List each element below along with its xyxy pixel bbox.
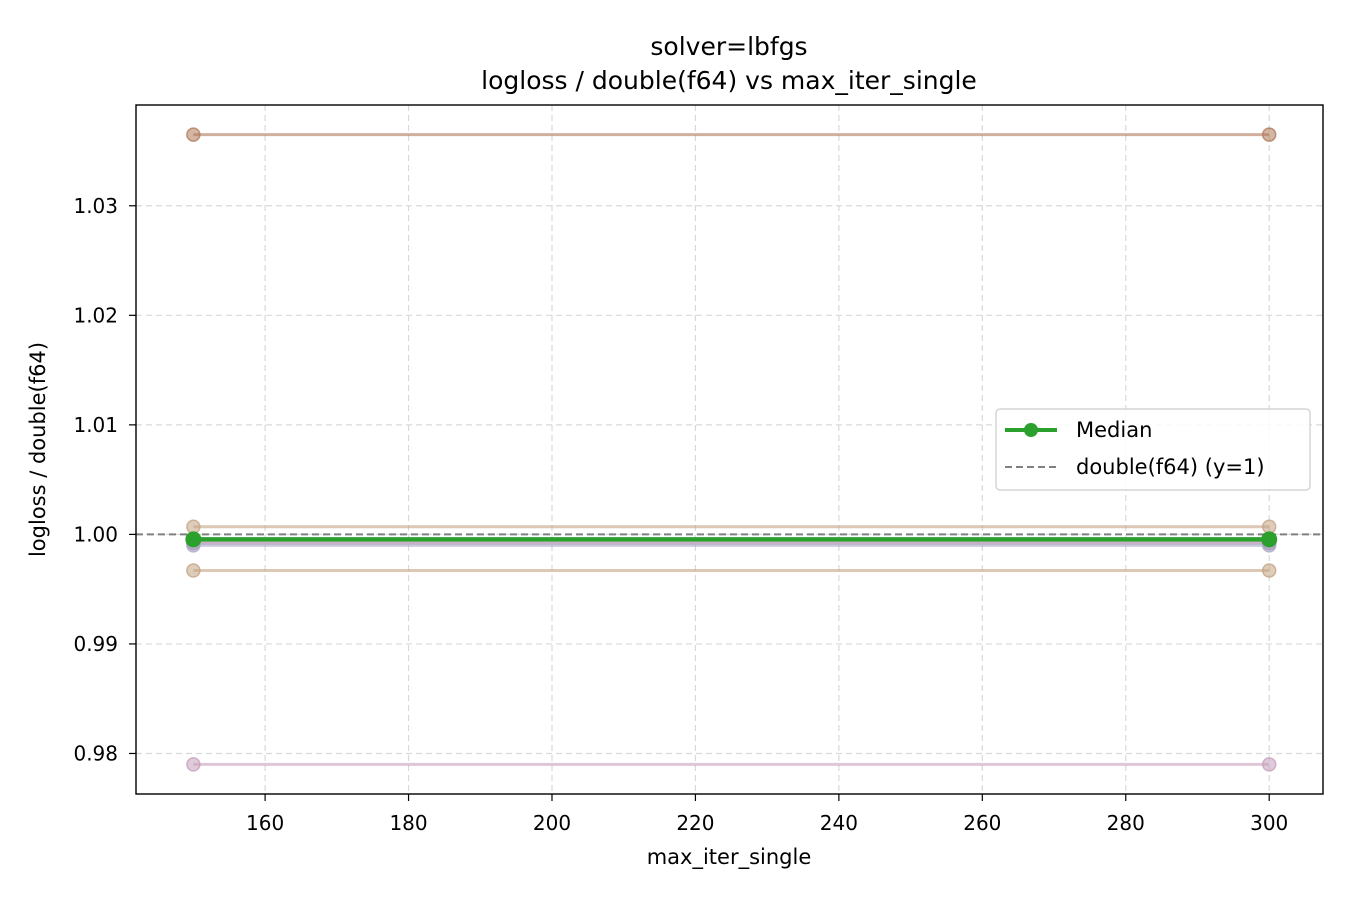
- y-axis-label: logloss / double(f64): [26, 342, 50, 557]
- chart-title: solver=lbfgs: [650, 32, 807, 61]
- x-tick-label: 240: [820, 811, 858, 835]
- y-tick-label: 1.01: [73, 413, 118, 437]
- legend-median-marker: [1024, 423, 1038, 437]
- y-tick-label: 0.98: [73, 741, 118, 765]
- y-tick-label: 1.00: [73, 522, 118, 546]
- x-tick-label: 160: [246, 811, 284, 835]
- median-point: [1261, 531, 1278, 548]
- series-layer: [136, 127, 1323, 772]
- legend: Median double(f64) (y=1): [995, 408, 1311, 491]
- plot-frame: [135, 104, 1324, 795]
- series-point: [1261, 563, 1277, 578]
- x-tick-label: 180: [389, 811, 427, 835]
- x-axis-label: max_iter_single: [647, 845, 812, 870]
- series-point: [186, 563, 201, 578]
- series-point: [186, 127, 201, 142]
- series-point: [186, 757, 201, 772]
- x-tick-label: 260: [963, 811, 1001, 835]
- x-tick-label: 280: [1107, 811, 1145, 835]
- y-tick-label: 1.03: [73, 194, 118, 218]
- series-point: [1261, 519, 1277, 534]
- series-point: [1261, 127, 1277, 142]
- series-point: [1261, 757, 1277, 772]
- legend-median-label: Median: [1076, 418, 1152, 442]
- series-point: [186, 519, 201, 534]
- grid: [136, 105, 1323, 794]
- ticks: 160 180 200 220 240 260 280 300 0.98 0.99 1.00 1.01…: [73, 194, 1288, 835]
- legend-reference-label: double(f64) (y=1): [1076, 455, 1265, 479]
- y-tick-label: 0.99: [73, 632, 118, 656]
- y-tick-label: 1.02: [73, 303, 118, 327]
- chart-subtitle: logloss / double(f64) vs max_iter_single: [481, 66, 977, 95]
- x-tick-label: 220: [676, 811, 714, 835]
- median-point: [185, 531, 202, 548]
- legend-box: [995, 408, 1311, 491]
- x-tick-label: 200: [533, 811, 571, 835]
- x-tick-label: 300: [1250, 811, 1288, 835]
